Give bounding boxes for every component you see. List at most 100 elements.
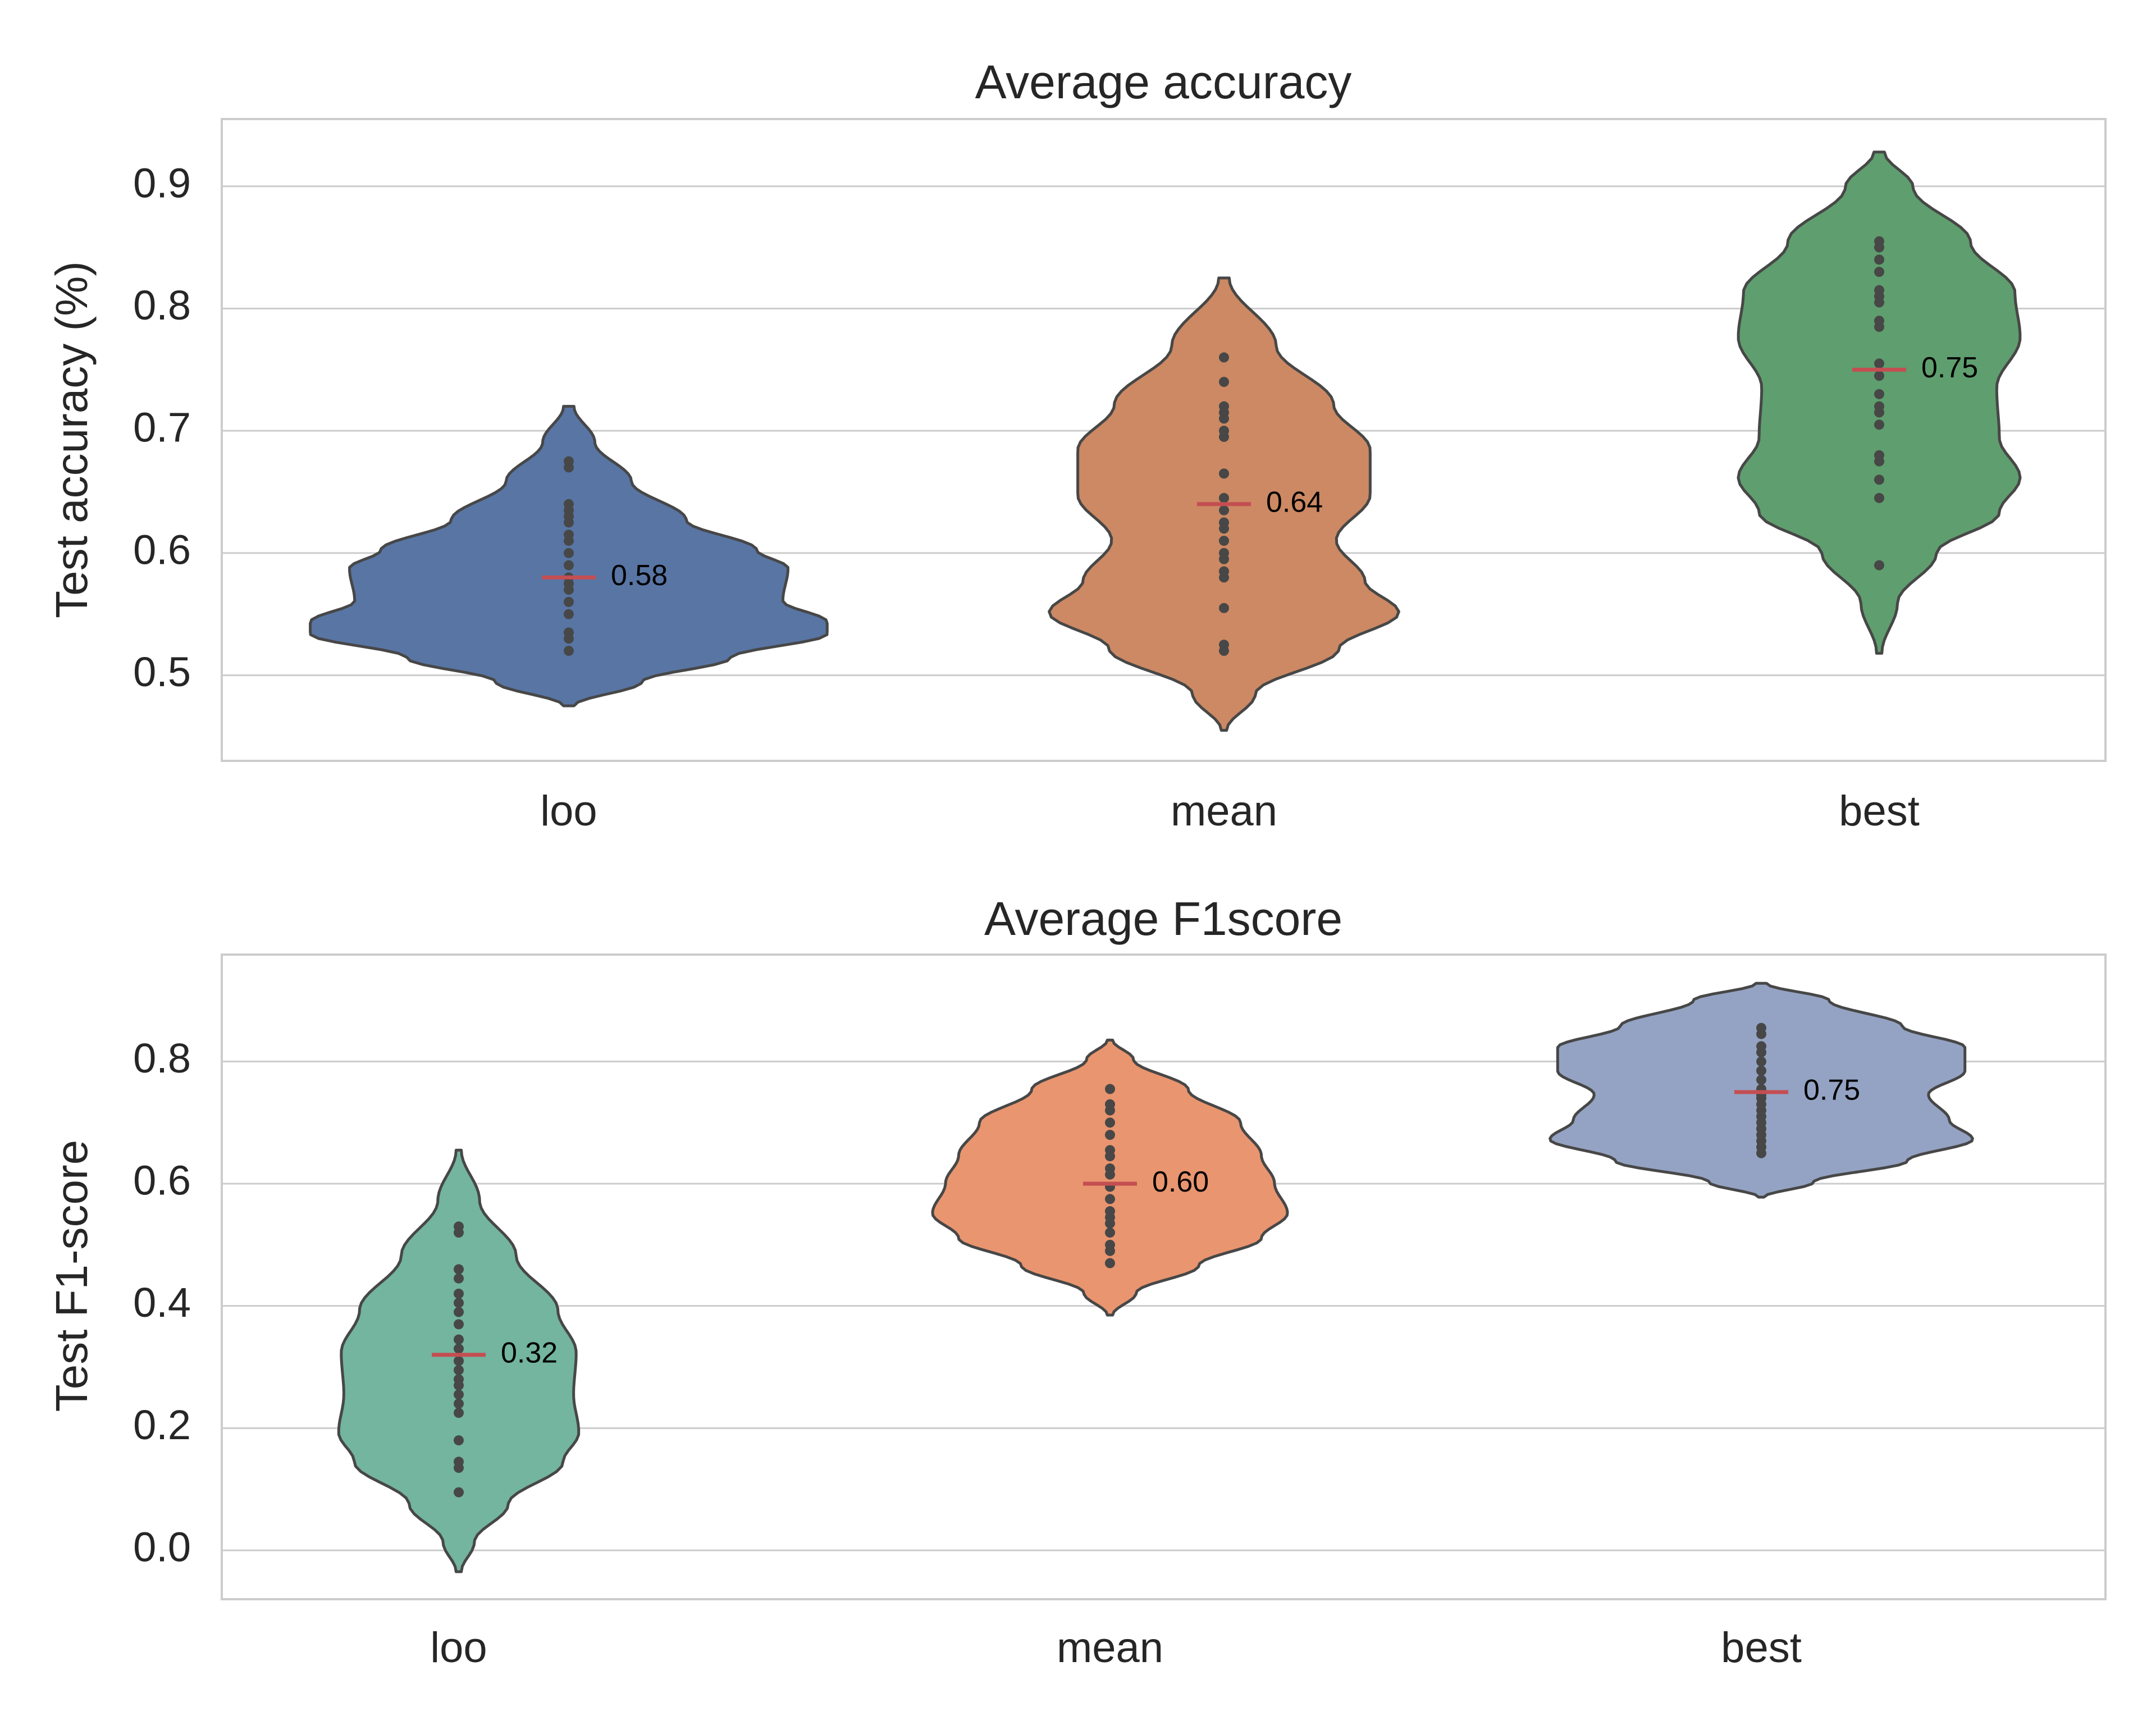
f1-violins: 0.32 0.60 0.75	[337, 982, 1974, 1573]
f1-y-tick-label: 0.0	[133, 1523, 191, 1570]
data-point	[454, 1298, 464, 1308]
data-point	[454, 1457, 464, 1467]
data-point	[454, 1307, 464, 1317]
f1-y-tick-label: 0.4	[133, 1279, 191, 1326]
accuracy-y-tick-label: 0.5	[133, 649, 191, 695]
data-point	[564, 560, 574, 571]
data-point	[1756, 1023, 1766, 1033]
data-point	[1219, 640, 1229, 650]
data-point	[1219, 505, 1229, 515]
median-label-mean: 0.60	[1152, 1166, 1209, 1198]
data-point	[564, 627, 574, 638]
f1-y-tick-label: 0.2	[133, 1402, 191, 1448]
data-point	[1219, 401, 1229, 412]
f1-y-tick-label: 0.8	[133, 1035, 191, 1081]
data-point	[1874, 285, 1884, 295]
data-point	[454, 1365, 464, 1375]
accuracy-x-tick-label: mean	[1171, 787, 1277, 835]
data-point	[1105, 1227, 1115, 1238]
data-point	[454, 1389, 464, 1400]
data-point	[454, 1398, 464, 1409]
data-point	[454, 1487, 464, 1498]
data-point	[1756, 1041, 1766, 1052]
data-point	[1219, 603, 1229, 613]
median-label-best: 0.75	[1921, 352, 1978, 384]
data-point	[1219, 536, 1229, 546]
data-point	[1874, 236, 1884, 247]
data-point	[1874, 316, 1884, 326]
data-point	[1219, 566, 1229, 577]
data-point	[1756, 1065, 1766, 1076]
data-point	[1105, 1163, 1115, 1174]
accuracy-x-tick-label: best	[1839, 787, 1920, 835]
data-point	[1874, 450, 1884, 460]
data-point	[454, 1343, 464, 1354]
data-point	[1219, 547, 1229, 558]
accuracy-plot-frame	[221, 118, 2107, 762]
data-point	[564, 547, 574, 558]
data-point	[1874, 560, 1884, 571]
data-point	[1874, 389, 1884, 399]
data-point	[1756, 1075, 1766, 1085]
data-point	[1105, 1130, 1115, 1140]
data-point	[1874, 401, 1884, 412]
f1-x-ticks: loo mean best	[430, 1624, 1802, 1672]
accuracy-x-tick-label: loo	[540, 787, 597, 835]
f1-title: Average F1score	[984, 892, 1342, 945]
data-point	[1219, 492, 1229, 503]
data-point	[564, 456, 574, 467]
f1-y-tick-label: 0.6	[133, 1157, 191, 1204]
data-point	[564, 499, 574, 509]
data-point	[1874, 371, 1884, 381]
data-point	[1874, 358, 1884, 369]
median-label-best: 0.75	[1803, 1074, 1860, 1107]
data-point	[1105, 1206, 1115, 1217]
data-point	[454, 1435, 464, 1446]
f1-y-axis-label: Test F1-score	[47, 1140, 97, 1412]
data-point	[1874, 419, 1884, 430]
median-label-mean: 0.64	[1266, 486, 1323, 519]
data-point	[1219, 377, 1229, 387]
data-point	[454, 1288, 464, 1299]
data-point	[1105, 1194, 1115, 1204]
data-point	[1874, 492, 1884, 503]
data-point	[1105, 1239, 1115, 1250]
f1-panel: Average F1score 0.0 0.2 0.4 0.6 0.8 Test F1-…	[47, 892, 2107, 1672]
data-point	[1219, 426, 1229, 436]
data-point	[454, 1334, 464, 1345]
accuracy-y-tick-label: 0.9	[133, 159, 191, 206]
data-point	[454, 1264, 464, 1275]
data-point	[564, 530, 574, 540]
data-point	[454, 1374, 464, 1385]
data-point	[1105, 1117, 1115, 1128]
data-point	[1105, 1099, 1115, 1110]
data-point	[1874, 267, 1884, 277]
data-point	[564, 646, 574, 656]
data-point	[454, 1408, 464, 1418]
accuracy-title: Average accuracy	[975, 56, 1352, 108]
data-point	[1219, 468, 1229, 479]
accuracy-x-ticks: loo mean best	[540, 787, 1920, 835]
accuracy-y-tick-label: 0.7	[133, 404, 191, 451]
data-point	[454, 1356, 464, 1366]
f1-x-tick-label: loo	[430, 1624, 487, 1672]
data-point	[1874, 254, 1884, 265]
data-point	[1219, 517, 1229, 528]
median-label-loo: 0.32	[501, 1336, 558, 1369]
data-point	[454, 1221, 464, 1232]
median-label-loo: 0.58	[611, 559, 668, 592]
accuracy-y-ticks: 0.5 0.6 0.7 0.8 0.9	[133, 159, 191, 695]
data-point	[1756, 1056, 1766, 1067]
f1-x-tick-label: best	[1721, 1624, 1802, 1672]
f1-x-tick-label: mean	[1057, 1624, 1163, 1672]
data-point	[1105, 1084, 1115, 1094]
accuracy-violins: 0.58 0.64 0.75	[309, 150, 2022, 732]
data-point	[564, 609, 574, 619]
accuracy-y-tick-label: 0.6	[133, 526, 191, 573]
data-point	[1105, 1145, 1115, 1156]
data-point	[1874, 474, 1884, 485]
data-point	[564, 596, 574, 607]
f1-y-ticks: 0.0 0.2 0.4 0.6 0.8	[133, 1035, 191, 1571]
accuracy-y-tick-label: 0.8	[133, 282, 191, 328]
